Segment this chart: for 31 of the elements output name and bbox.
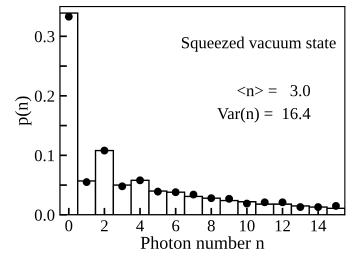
y-tick-label: 0.1 <box>34 150 54 162</box>
y-tick-label: 0.0 <box>34 210 54 221</box>
point <box>207 194 216 202</box>
x-tick-label: 6 <box>172 220 180 232</box>
x-axis-title: Photon number n <box>140 236 264 249</box>
x-tick-label: 14 <box>311 220 326 232</box>
point <box>190 190 198 199</box>
y-tick-label: 0.3 <box>34 31 54 42</box>
point <box>260 198 269 206</box>
point <box>100 146 108 155</box>
point <box>314 203 322 212</box>
point <box>118 182 126 190</box>
point <box>82 178 91 186</box>
x-tick-label: 8 <box>208 220 215 232</box>
point <box>136 176 144 184</box>
point <box>64 12 73 21</box>
x-tick-label: 2 <box>100 220 108 232</box>
y-axis-title: p(n) <box>15 96 32 126</box>
annotation: Squeezed vacuum state <box>182 36 336 52</box>
annotation: <n> = 3.0 <box>237 85 310 96</box>
point <box>332 202 340 210</box>
point <box>172 188 180 196</box>
x-tick-label: 0 <box>65 220 72 232</box>
y-tick-label: 0.2 <box>34 90 54 102</box>
point <box>278 198 286 206</box>
x-tick-label: 12 <box>276 220 290 232</box>
x-tick-label: 4 <box>136 220 144 232</box>
point <box>154 188 162 196</box>
annotation: Var(n) = 16.4 <box>217 107 310 123</box>
x-tick-label: 10 <box>240 220 255 232</box>
point <box>225 194 234 203</box>
